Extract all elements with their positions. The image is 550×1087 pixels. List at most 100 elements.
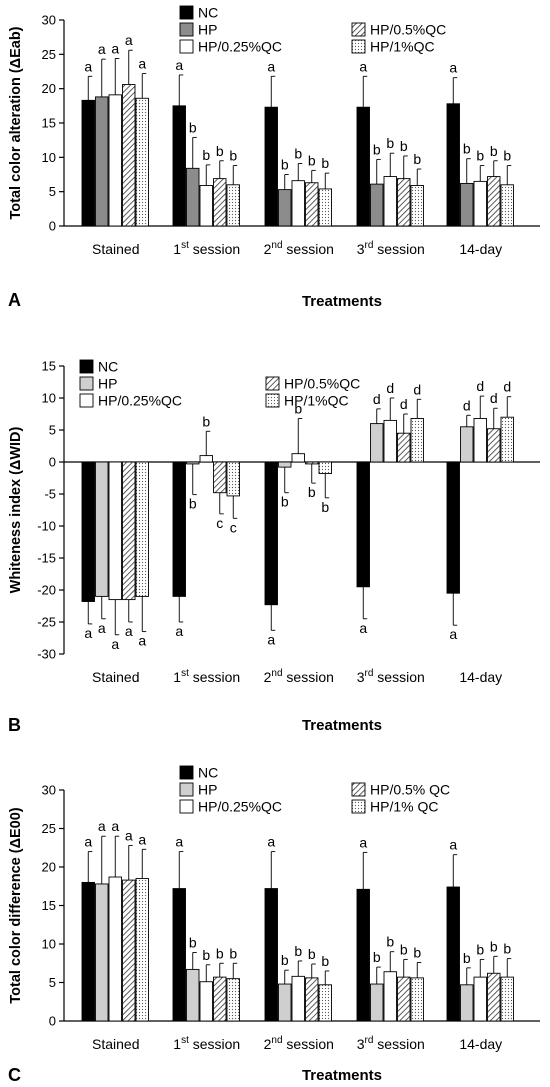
y-tick-label: -30 [37, 647, 56, 662]
legend-swatch-nc [79, 359, 94, 374]
bar-hp-0-5-qc-2nd-session [305, 461, 319, 465]
significance-label: b [321, 155, 329, 171]
significance-label: a [138, 56, 146, 72]
significance-label: b [373, 949, 381, 965]
bar-hp-1-qc-1st-session [226, 978, 240, 1022]
legend-swatch-hp [79, 376, 94, 391]
bar-hp-0-25-qc-1st-session [199, 981, 213, 1022]
bar-hp-3rd-session [370, 983, 384, 1022]
bar-hp-0-5-qc-14-day [487, 972, 501, 1022]
bar-hp-0-5-qc-2nd-session [305, 182, 319, 227]
significance-label: b [229, 945, 237, 961]
legend-swatch-hp-1-qc [351, 799, 366, 814]
y-axis-label: Total color alteration (ΔEab) [8, 26, 24, 219]
significance-label: a [125, 827, 133, 843]
bar-hp-1st-session [186, 167, 200, 227]
y-tick-label: 20 [42, 81, 56, 96]
significance-label: a [111, 818, 119, 834]
legend-label-hp-0-25-qc: HP/0.25%QC [198, 799, 282, 815]
y-tick-label: 30 [42, 13, 56, 28]
significance-label: b [400, 941, 408, 957]
panel-a: 0 5 10 15 20 25 30 Total color alteration (ΔEab… [8, 5, 540, 310]
legend-label-hp: HP [98, 376, 117, 392]
significance-label: b [281, 952, 289, 968]
significance-label: a [175, 623, 183, 639]
bar-nc-14-day [446, 103, 460, 227]
significance-label: b [503, 941, 511, 957]
legend-label-nc: NC [198, 765, 218, 781]
significance-label: a [125, 32, 133, 48]
significance-label: a [138, 633, 146, 649]
bar-nc-14-day [446, 886, 460, 1022]
significance-label: b [386, 934, 394, 950]
significance-label: d [413, 381, 421, 397]
y-tick-label: 15 [42, 898, 56, 913]
significance-label: b [294, 943, 302, 959]
bar-hp-1-qc-3rd-session [410, 185, 424, 227]
significance-label: b [189, 934, 197, 950]
bar-hp-1-qc-stained [135, 878, 149, 1022]
y-tick-label: -5 [44, 487, 56, 502]
bar-nc-1st-session [172, 888, 186, 1022]
bar-hp-1-qc-3rd-session [410, 977, 424, 1022]
y-tick-label: 25 [42, 47, 56, 62]
significance-label: b [308, 484, 316, 500]
bar-hp-0-5-qc-3rd-session [397, 976, 411, 1022]
significance-label: a [359, 620, 367, 636]
bar-hp-1-qc-1st-session [226, 184, 240, 227]
legend-swatch-hp [179, 22, 194, 37]
legend-label-nc: NC [198, 5, 218, 21]
legend-label-hp-0-5-qc: HP/0.5%QC [284, 376, 360, 392]
bar-nc-stained [81, 461, 95, 602]
legend-label-nc: NC [98, 359, 118, 375]
legend-swatch-hp-1-qc [265, 393, 280, 408]
y-tick-label: -10 [37, 519, 56, 534]
x-tick-label: 2nd session [264, 1035, 334, 1052]
significance-label: a [449, 626, 457, 642]
legend-swatch-hp-0-5-qc [351, 782, 366, 797]
significance-label: b [202, 413, 210, 429]
significance-label: b [321, 499, 329, 515]
bar-hp-0-25-qc-1st-session [199, 455, 213, 463]
significance-label: a [84, 834, 92, 850]
bar-hp-0-5-qc-3rd-session [397, 432, 411, 463]
legend-swatch-nc [179, 5, 194, 20]
significance-label: b [308, 946, 316, 962]
significance-label: a [267, 834, 275, 850]
bar-nc-1st-session [172, 461, 186, 597]
bar-hp-1-qc-14-day [500, 976, 514, 1022]
x-tick-label: Stained [92, 669, 139, 685]
legend-label-hp-0-25-qc: HP/0.25%QC [198, 39, 282, 55]
x-tick-label: Stained [92, 241, 139, 257]
legend-label-hp: HP [198, 22, 217, 38]
bar-hp-1-qc-2nd-session [318, 984, 332, 1022]
bar-hp-1-qc-14-day [500, 184, 514, 227]
y-tick-label: -25 [37, 615, 56, 630]
bar-hp-0-25-qc-stained [108, 461, 122, 601]
bar-hp-0-25-qc-3rd-session [383, 176, 397, 227]
y-tick-label: 5 [49, 423, 56, 438]
significance-label: a [175, 834, 183, 850]
bar-nc-3rd-session [356, 106, 370, 227]
x-axis-label: Treatments [302, 293, 382, 310]
bar-hp-0-25-qc-1st-session [199, 185, 213, 227]
significance-label: a [359, 834, 367, 850]
significance-label: c [230, 519, 237, 535]
bar-nc-3rd-session [356, 461, 370, 588]
y-tick-label: 25 [42, 821, 56, 836]
legend-swatch-hp [179, 782, 194, 797]
significance-label: b [490, 143, 498, 159]
significance-label: a [84, 58, 92, 74]
x-tick-label: 2nd session [264, 240, 334, 257]
bar-hp-0-5-qc-3rd-session [397, 178, 411, 227]
significance-label: a [111, 40, 119, 56]
significance-label: b [189, 119, 197, 135]
bar-nc-14-day [446, 461, 460, 594]
legend-label-hp-1-qc: HP/1%QC [284, 393, 349, 409]
significance-label: b [189, 496, 197, 512]
bar-hp-2nd-session [278, 983, 292, 1022]
bar-hp-14-day [460, 182, 474, 227]
significance-label: b [281, 157, 289, 173]
significance-label: a [111, 636, 119, 652]
